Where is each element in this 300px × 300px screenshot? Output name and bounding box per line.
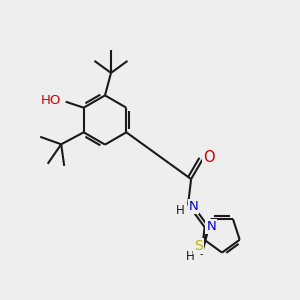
Text: N: N [206,220,216,233]
Text: N: N [189,200,198,213]
Text: H: H [176,203,185,217]
Text: O: O [203,150,215,165]
Text: H: H [186,250,195,263]
Text: HO: HO [41,94,61,107]
Text: S: S [194,239,203,253]
